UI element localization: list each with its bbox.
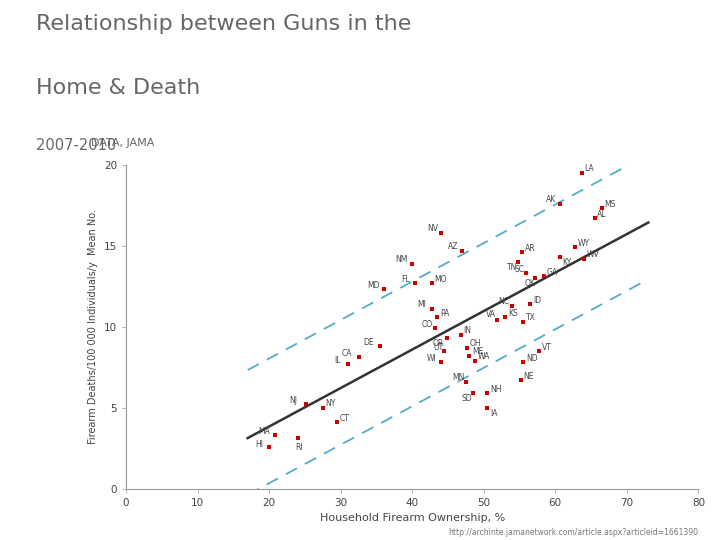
Text: NY: NY (325, 399, 336, 408)
Text: AR: AR (524, 244, 535, 253)
Text: WA: WA (478, 352, 490, 361)
Text: VA: VA (485, 310, 495, 320)
Text: WI: WI (427, 354, 437, 363)
Text: CO: CO (421, 320, 432, 329)
Text: SD: SD (462, 394, 472, 403)
Text: ND: ND (526, 354, 538, 363)
Text: PA: PA (440, 308, 449, 318)
Text: SC: SC (515, 265, 525, 274)
Text: WV: WV (587, 250, 600, 259)
Text: NC: NC (498, 297, 510, 306)
Text: RI: RI (295, 443, 302, 451)
Text: NE: NE (523, 372, 534, 381)
X-axis label: Household Firearm Ownership, %: Household Firearm Ownership, % (320, 514, 505, 523)
Text: UT: UT (433, 342, 444, 352)
Text: IA: IA (490, 409, 498, 418)
Text: OR: OR (433, 339, 444, 348)
Text: NJ: NJ (289, 396, 297, 405)
Text: GA: GA (546, 268, 558, 277)
Text: 2007-2010: 2007-2010 (36, 138, 121, 153)
Text: CT: CT (340, 414, 350, 423)
Text: MN: MN (452, 373, 464, 382)
Text: NV: NV (427, 224, 438, 233)
Text: AL: AL (598, 210, 607, 219)
Text: MO: MO (434, 274, 447, 284)
Text: ME: ME (472, 347, 484, 356)
Text: KY: KY (562, 258, 572, 267)
Text: DATA, JAMA: DATA, JAMA (91, 138, 155, 148)
Y-axis label: Firearm Deaths/100 000 Individuals/y  Mean No.: Firearm Deaths/100 000 Individuals/y Mea… (88, 209, 98, 444)
Text: KS: KS (508, 308, 518, 318)
Text: IN: IN (464, 326, 472, 335)
Text: TX: TX (526, 313, 536, 322)
Text: NH: NH (490, 384, 502, 394)
Text: MI: MI (418, 300, 426, 309)
Text: WY: WY (578, 239, 590, 248)
Text: MA: MA (258, 427, 270, 436)
Text: Home & Death: Home & Death (36, 78, 200, 98)
Text: HI: HI (255, 440, 264, 449)
Text: IL: IL (334, 355, 341, 364)
Text: ID: ID (533, 295, 541, 305)
Text: Relationship between Guns in the: Relationship between Guns in the (36, 14, 411, 33)
Text: OK: OK (524, 279, 535, 288)
Text: OH: OH (470, 339, 482, 348)
Text: DE: DE (364, 338, 374, 347)
Text: AZ: AZ (449, 242, 459, 251)
Text: FL: FL (401, 274, 410, 284)
Text: MD: MD (367, 281, 379, 290)
Text: NM: NM (395, 255, 408, 264)
Text: LA: LA (585, 164, 594, 173)
Text: MS: MS (605, 200, 616, 209)
Text: AK: AK (546, 195, 556, 204)
Text: http://archinte.jamanetwork.com/article.aspx?articleid=1661390: http://archinte.jamanetwork.com/article.… (449, 528, 698, 537)
Text: TN: TN (507, 263, 518, 272)
Text: VT: VT (541, 342, 552, 352)
Text: CA: CA (342, 349, 352, 358)
